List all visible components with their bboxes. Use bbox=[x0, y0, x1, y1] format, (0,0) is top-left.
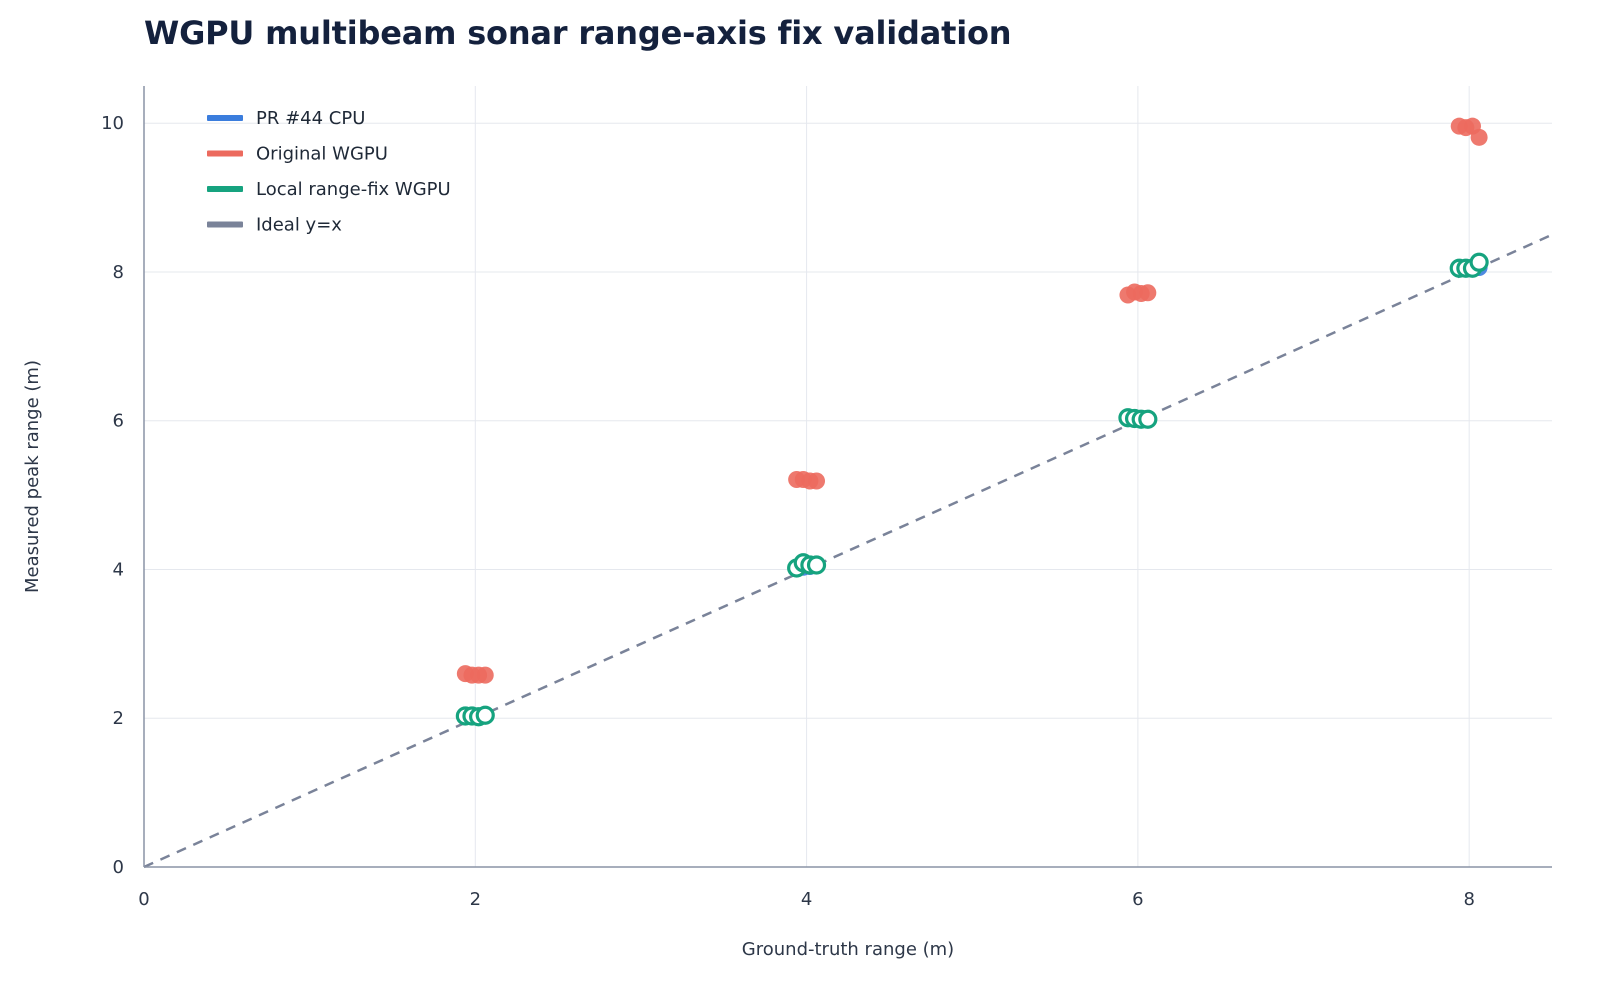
legend-label: Ideal y=x bbox=[256, 215, 342, 236]
points-layer bbox=[455, 117, 1489, 727]
x-axis-title: Ground-truth range (m) bbox=[742, 939, 954, 960]
series-pr-44-cpu bbox=[456, 258, 1488, 726]
y-tick-label: 0 bbox=[113, 857, 124, 878]
data-point bbox=[1470, 128, 1488, 146]
legend-item: Local range-fix WGPU bbox=[207, 179, 451, 200]
x-tick-label: 8 bbox=[1463, 889, 1474, 910]
data-point bbox=[806, 555, 827, 575]
legend: PR #44 CPU Original WGPU Local range-fix W… bbox=[207, 108, 451, 236]
x-tick-label: 0 bbox=[138, 889, 149, 910]
legend-swatch bbox=[207, 150, 243, 157]
tick-labels: 0 2 4 6 8 0 2 4 6 8 10 bbox=[101, 113, 1475, 910]
y-axis-title: Measured peak range (m) bbox=[22, 360, 43, 593]
series-local-range-fix-wgpu bbox=[455, 252, 1489, 727]
data-point bbox=[476, 666, 494, 684]
legend-item: Original WGPU bbox=[207, 144, 388, 165]
legend-swatch bbox=[207, 221, 243, 228]
axes bbox=[143, 86, 1552, 868]
legend-item: Ideal y=x bbox=[207, 215, 342, 236]
y-tick-label: 6 bbox=[113, 411, 124, 432]
ideal-line-layer bbox=[143, 233, 1553, 869]
legend-swatch bbox=[207, 115, 243, 121]
legend-label: Local range-fix WGPU bbox=[256, 179, 451, 200]
legend-swatch bbox=[207, 186, 243, 192]
data-point bbox=[475, 705, 495, 725]
legend-label: PR #44 CPU bbox=[256, 108, 365, 129]
x-tick-label: 2 bbox=[470, 889, 481, 910]
data-point bbox=[808, 472, 826, 490]
legend-label: Original WGPU bbox=[256, 144, 388, 165]
y-tick-label: 8 bbox=[113, 262, 124, 283]
ideal-line bbox=[143, 233, 1553, 869]
data-point bbox=[1469, 252, 1489, 272]
x-tick-label: 6 bbox=[1132, 889, 1143, 910]
data-point bbox=[1138, 409, 1158, 429]
y-tick-label: 10 bbox=[101, 113, 124, 134]
y-tick-label: 2 bbox=[113, 708, 124, 729]
x-tick-label: 4 bbox=[801, 889, 812, 910]
y-tick-label: 4 bbox=[113, 559, 124, 580]
series-original-wgpu bbox=[456, 117, 1488, 684]
chart-title: WGPU multibeam sonar range-axis fix vali… bbox=[144, 14, 1012, 52]
legend-item: PR #44 CPU bbox=[207, 108, 365, 129]
grid bbox=[144, 86, 1552, 867]
data-point bbox=[1139, 284, 1157, 302]
